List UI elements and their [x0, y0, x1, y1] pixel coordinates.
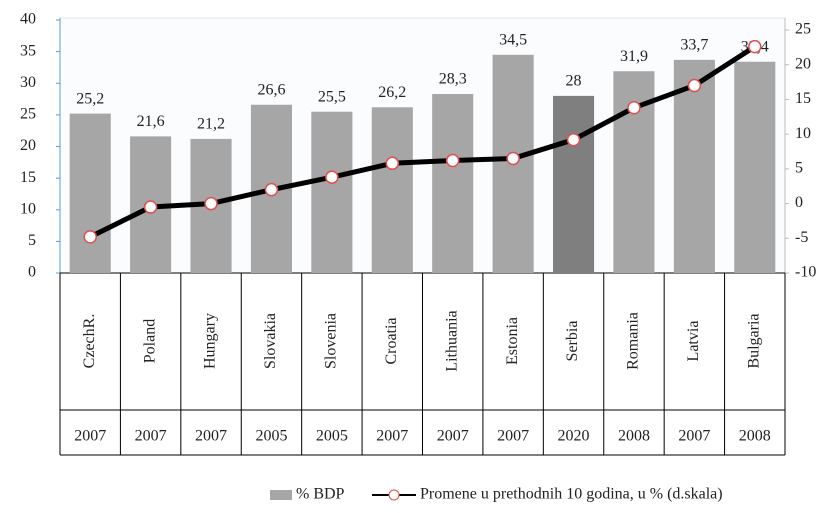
- data-label: 26,2: [378, 84, 406, 101]
- y2-tick-label: 20: [795, 55, 811, 72]
- x-year-label: 2007: [135, 428, 167, 445]
- y-tick-label: 25: [20, 106, 36, 123]
- y-tick-label: 35: [20, 42, 36, 59]
- line: [89, 44, 757, 240]
- data-label: 26,6: [257, 81, 285, 98]
- x-tick-label: Estonia: [504, 317, 521, 365]
- y2-tick-label: 0: [795, 194, 803, 211]
- marker: [325, 170, 339, 184]
- x-tick-label: Croatia: [383, 317, 400, 364]
- bar: [371, 107, 413, 273]
- bar: [553, 95, 595, 274]
- bar: [734, 61, 776, 274]
- bar: [69, 113, 111, 273]
- data-label: 28,3: [439, 71, 467, 88]
- y-tick-label: 10: [20, 200, 36, 217]
- legend-swatch: [388, 489, 400, 501]
- marker: [506, 151, 520, 166]
- x-year-label: 2008: [618, 428, 650, 445]
- bar: [432, 94, 474, 273]
- y-tick-label: 40: [20, 11, 36, 28]
- y-tick-label: 5: [28, 232, 36, 249]
- x-tick-label: Romania: [625, 312, 642, 370]
- legend-label: Promene u prethodnih 10 godina, u % (d.s…: [420, 486, 723, 503]
- marker: [83, 230, 97, 244]
- marker: [687, 78, 702, 93]
- bar: [311, 111, 353, 274]
- marker: [143, 200, 158, 214]
- data-label: 28: [566, 73, 582, 90]
- x-tick-label: Serbia: [564, 321, 581, 362]
- y2-tick-label: 5: [795, 160, 803, 177]
- bar: [673, 59, 715, 273]
- x-year-label: 2007: [376, 428, 408, 445]
- x-year-label: 2007: [195, 428, 227, 445]
- x-year-label: 2005: [316, 428, 348, 445]
- x-tick-label: Slovakia: [262, 313, 279, 369]
- x-year-label: 2007: [437, 428, 469, 445]
- x-year-label: 2020: [558, 428, 590, 445]
- plot-area: [59, 17, 786, 274]
- data-label: 33,7: [680, 37, 708, 54]
- y-tick-label: 0: [28, 264, 36, 281]
- x-tick-label: Bulgaria: [745, 313, 762, 368]
- x-tick-label: CzechR.: [81, 314, 98, 369]
- marker: [627, 101, 641, 115]
- x-tick-label: Slovenia: [323, 313, 340, 369]
- x-tick-label: Latvia: [685, 321, 702, 362]
- marker: [566, 132, 581, 147]
- y2-tick-label: 25: [795, 21, 811, 38]
- marker: [748, 39, 762, 54]
- marker: [445, 153, 460, 168]
- x-year-label: 2008: [739, 428, 771, 445]
- marker: [204, 196, 218, 211]
- x-year-label: 2005: [255, 428, 287, 445]
- x-tick-label: Poland: [141, 319, 158, 363]
- marker: [385, 156, 400, 171]
- x-year-label: 2007: [678, 428, 710, 445]
- data-label: 34,5: [499, 31, 527, 48]
- data-label: 31,9: [620, 48, 648, 65]
- legend-swatch: [270, 490, 292, 500]
- marker: [264, 182, 279, 197]
- y2-tick-label: -5: [795, 229, 808, 246]
- data-label: 25,5: [318, 88, 346, 105]
- y-tick-label: 15: [20, 169, 36, 186]
- data-label: 21,2: [197, 116, 225, 133]
- y2-tick-label: -10: [795, 264, 816, 281]
- x-year-label: 2007: [74, 428, 106, 445]
- y2-tick-label: 10: [795, 125, 811, 142]
- x-year-label: 2007: [497, 428, 529, 445]
- x-tick-label: Hungary: [202, 313, 219, 369]
- y-tick-label: 20: [20, 137, 36, 154]
- data-label: 25,2: [76, 90, 104, 107]
- data-label: 21,6: [137, 113, 165, 130]
- y2-tick-label: 15: [795, 90, 811, 107]
- legend-label: % BDP: [296, 486, 345, 503]
- y-tick-label: 30: [20, 74, 36, 91]
- x-tick-label: Lithuania: [443, 310, 460, 371]
